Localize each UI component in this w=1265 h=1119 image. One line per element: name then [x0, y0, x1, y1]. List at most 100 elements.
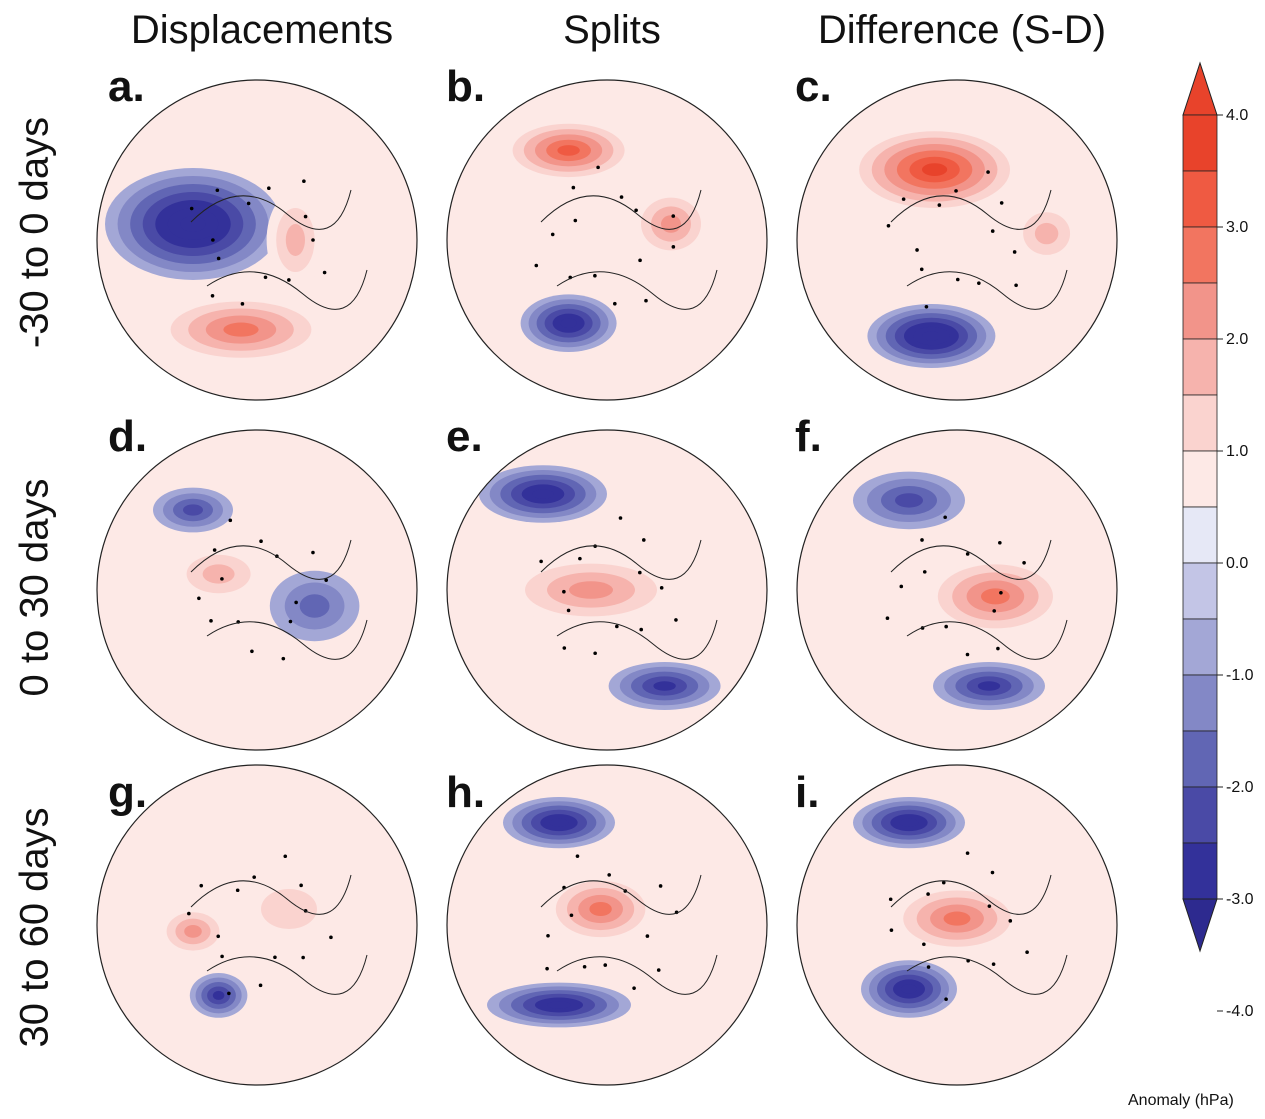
significance-dot	[303, 214, 308, 219]
significance-dot	[603, 963, 608, 967]
significance-dot	[889, 928, 894, 932]
significance-dot	[986, 170, 990, 174]
significance-dot	[656, 968, 661, 972]
significance-dot	[212, 548, 217, 552]
significance-dot	[573, 218, 578, 223]
anomaly-contour	[1034, 222, 1059, 245]
anomaly-contour	[547, 1001, 571, 1009]
significance-dot	[632, 986, 636, 990]
significance-dot	[996, 646, 1000, 651]
coastline	[890, 539, 1068, 660]
significance-dot	[977, 281, 981, 285]
anomaly-contour	[977, 681, 1001, 691]
colorbar-segment	[1182, 114, 1218, 172]
map-boundary	[796, 79, 1118, 401]
polar-map-i	[796, 764, 1118, 1086]
significance-dot	[1022, 560, 1026, 565]
significance-dot	[1012, 250, 1017, 254]
significance-dot	[619, 195, 624, 199]
anomaly-contour	[212, 990, 225, 1000]
significance-dot	[607, 873, 611, 877]
column-title-displacements: Displacements	[130, 8, 394, 52]
significance-dot	[252, 875, 256, 879]
significance-dot	[922, 570, 927, 574]
significance-dot	[211, 238, 215, 242]
significance-dot	[922, 942, 926, 947]
significance-dot	[1008, 919, 1013, 923]
anomaly-contour	[589, 901, 612, 917]
significance-dot	[638, 258, 642, 263]
anomaly-contour	[981, 588, 1010, 605]
coastline	[190, 874, 368, 995]
panel-label-i: i.	[795, 768, 820, 817]
map-boundary	[96, 429, 418, 751]
anomaly-contour	[943, 911, 971, 926]
map-boundary	[446, 429, 768, 751]
significance-dot	[283, 854, 288, 859]
coastline	[540, 874, 718, 995]
anomaly-contour	[895, 493, 923, 508]
significance-dot	[1014, 283, 1018, 288]
significance-dot	[534, 263, 539, 268]
polar-map-e	[446, 429, 768, 751]
significance-dot	[220, 577, 224, 581]
significance-dot	[999, 201, 1004, 205]
row-title-30-to-60: 30 to 60 days	[12, 807, 57, 1048]
colorbar-triangle-top	[1182, 61, 1218, 116]
significance-dot	[209, 619, 213, 623]
significance-dot	[965, 851, 970, 855]
significance-dot	[886, 223, 891, 228]
colorbar-tick-label: -4.0	[1226, 1003, 1254, 1020]
significance-dot	[311, 238, 315, 242]
colorbar-label: Anomaly (hPa)	[1128, 1092, 1234, 1109]
colorbar-segment	[1182, 842, 1218, 900]
coastline	[540, 539, 718, 660]
significance-dot	[578, 556, 582, 561]
anomaly-contour	[180, 216, 206, 232]
panel-label-e: e.	[446, 412, 483, 461]
significance-dot	[944, 997, 948, 1001]
significance-dot	[562, 589, 566, 594]
significance-dot	[645, 934, 650, 938]
map-boundary	[796, 429, 1118, 751]
significance-dot	[943, 515, 947, 520]
significance-dot	[901, 197, 906, 201]
colorbar-tick-label: -3.0	[1226, 891, 1254, 908]
significance-dot	[596, 165, 600, 170]
significance-dot	[671, 214, 676, 218]
significance-dot	[299, 883, 303, 888]
row-title-minus30-to-0: -30 to 0 days	[12, 116, 57, 349]
significance-dot	[990, 229, 995, 233]
significance-dot	[246, 201, 251, 206]
column-title-splits: Splits	[563, 8, 661, 52]
significance-dot	[288, 619, 293, 624]
coastline	[890, 189, 1068, 310]
significance-dot	[569, 913, 574, 918]
map-boundary	[96, 79, 418, 401]
significance-dot	[228, 518, 233, 523]
colorbar-segment	[1182, 562, 1218, 620]
significance-dot	[294, 600, 298, 605]
coastline	[890, 874, 1068, 995]
anomaly-contour	[223, 322, 259, 337]
significance-dot	[324, 578, 328, 582]
significance-dot	[954, 189, 958, 193]
significance-dot	[674, 618, 678, 622]
significance-dot	[642, 538, 646, 542]
significance-dot	[919, 267, 924, 272]
significance-dot	[926, 965, 931, 969]
anomaly-contour	[261, 889, 317, 929]
anomaly-contour	[661, 215, 681, 233]
significance-dot	[539, 559, 543, 564]
significance-dot	[999, 590, 1003, 595]
anomaly-contour	[183, 504, 203, 516]
significance-dot	[263, 275, 268, 280]
significance-dot	[639, 627, 644, 632]
coastline	[190, 539, 368, 660]
significance-dot	[273, 955, 277, 960]
significance-dot	[613, 301, 617, 306]
significance-dot	[545, 966, 549, 971]
significance-dot	[618, 516, 623, 520]
anomaly-contour	[184, 925, 202, 938]
